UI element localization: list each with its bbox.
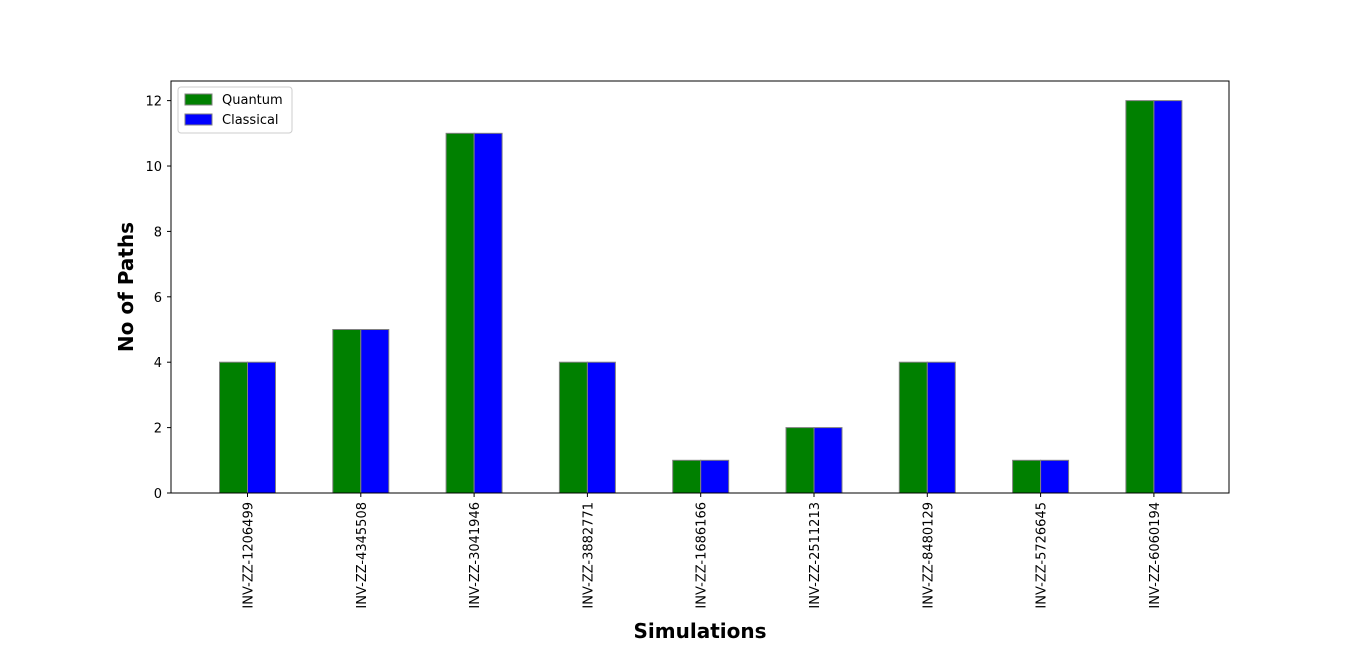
bar-quantum-8 [1012, 459, 1042, 494]
bar-quantum-4 [558, 361, 588, 494]
bar-quantum-5 [672, 459, 702, 494]
bar-classical-9 [1153, 100, 1183, 494]
y-tick-label: 12 [145, 95, 162, 110]
legend-label-classical: Classical [222, 113, 279, 128]
plot-frame [170, 80, 1230, 494]
x-tick-label: INV-ZZ-8480129 [921, 502, 936, 609]
y-axis: 0 2 4 6 8 10 12 [145, 95, 171, 502]
bar-quantum-9 [1125, 100, 1155, 494]
bar-quantum-7 [898, 361, 928, 494]
legend-swatch-quantum [184, 93, 213, 106]
y-tick-label: 4 [154, 356, 162, 371]
x-tick-label: INV-ZZ-2511213 [808, 502, 823, 609]
y-axis-title: No of Paths [114, 222, 138, 352]
bar-quantum-2 [332, 329, 362, 494]
x-tick-label: INV-ZZ-3041946 [468, 502, 483, 609]
x-tick-label: INV-ZZ-1206499 [242, 502, 257, 609]
bar-classical-2 [360, 329, 390, 494]
legend: Quantum Classical [177, 86, 293, 134]
bar-classical-5 [700, 459, 730, 494]
y-tick-label: 2 [154, 422, 162, 437]
x-tick-label: INV-ZZ-3882771 [581, 502, 596, 609]
bar-classical-4 [586, 361, 616, 494]
legend-swatch-classical [184, 113, 213, 126]
bars-group [219, 100, 1183, 494]
x-tick-label: INV-ZZ-4345508 [355, 502, 370, 609]
bar-quantum-3 [445, 132, 475, 494]
bar-classical-3 [473, 132, 503, 494]
x-tick-label: INV-ZZ-6060194 [1148, 502, 1163, 609]
bar-classical-1 [247, 361, 276, 494]
bar-quantum-6 [785, 427, 815, 494]
y-tick-label: 6 [154, 291, 162, 306]
bar-classical-7 [926, 361, 956, 494]
y-tick-label: 10 [145, 160, 162, 175]
bar-classical-8 [1040, 459, 1070, 494]
x-tick-label: INV-ZZ-1686166 [695, 502, 710, 609]
x-axis-title: Simulations [634, 619, 767, 643]
legend-label-quantum: Quantum [222, 93, 283, 108]
y-tick-label: 0 [154, 487, 162, 502]
y-tick-label: 8 [154, 225, 162, 240]
bar-classical-6 [813, 427, 843, 494]
x-axis: INV-ZZ-1206499 INV-ZZ-4345508 INV-ZZ-30419… [242, 493, 1163, 609]
bar-quantum-1 [219, 361, 248, 494]
x-tick-label: INV-ZZ-5726645 [1035, 502, 1050, 609]
